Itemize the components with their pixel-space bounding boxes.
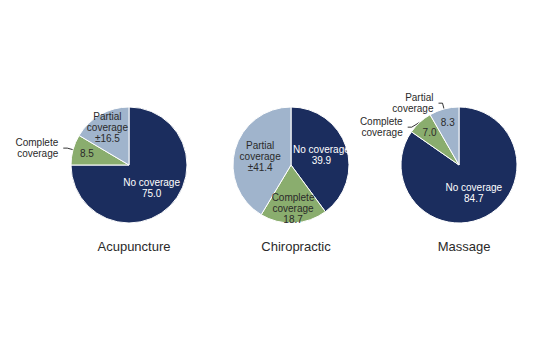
svg-text:8.3: 8.3: [441, 117, 455, 128]
svg-text:coverage: coverage: [362, 127, 404, 138]
svg-text:coverage: coverage: [240, 151, 282, 162]
svg-text:No coverage: No coverage: [445, 182, 502, 193]
svg-text:Complete: Complete: [272, 192, 315, 203]
svg-text:8.5: 8.5: [80, 148, 94, 159]
svg-text:Chiropractic: Chiropractic: [261, 239, 331, 254]
svg-text:84.7: 84.7: [464, 193, 484, 204]
svg-text:75.0: 75.0: [142, 188, 162, 199]
svg-text:No coverage: No coverage: [123, 177, 180, 188]
svg-text:coverage: coverage: [272, 203, 314, 214]
svg-text:Complete: Complete: [15, 137, 58, 148]
svg-text:coverage: coverage: [87, 122, 129, 133]
svg-text:coverage: coverage: [392, 103, 434, 114]
svg-text:±16.5: ±16.5: [95, 133, 120, 144]
svg-text:Complete: Complete: [360, 116, 403, 127]
svg-text:±41.4: ±41.4: [248, 162, 273, 173]
svg-text:Massage: Massage: [438, 239, 491, 254]
svg-text:Partial: Partial: [405, 92, 433, 103]
svg-text:39.9: 39.9: [312, 155, 332, 166]
svg-text:Partial: Partial: [246, 140, 274, 151]
svg-text:coverage: coverage: [17, 148, 59, 159]
svg-text:Acupuncture: Acupuncture: [98, 239, 171, 254]
svg-text:18.7: 18.7: [283, 214, 303, 225]
svg-text:Partial: Partial: [93, 111, 121, 122]
svg-text:No coverage: No coverage: [293, 144, 350, 155]
svg-text:7.0: 7.0: [423, 127, 437, 138]
